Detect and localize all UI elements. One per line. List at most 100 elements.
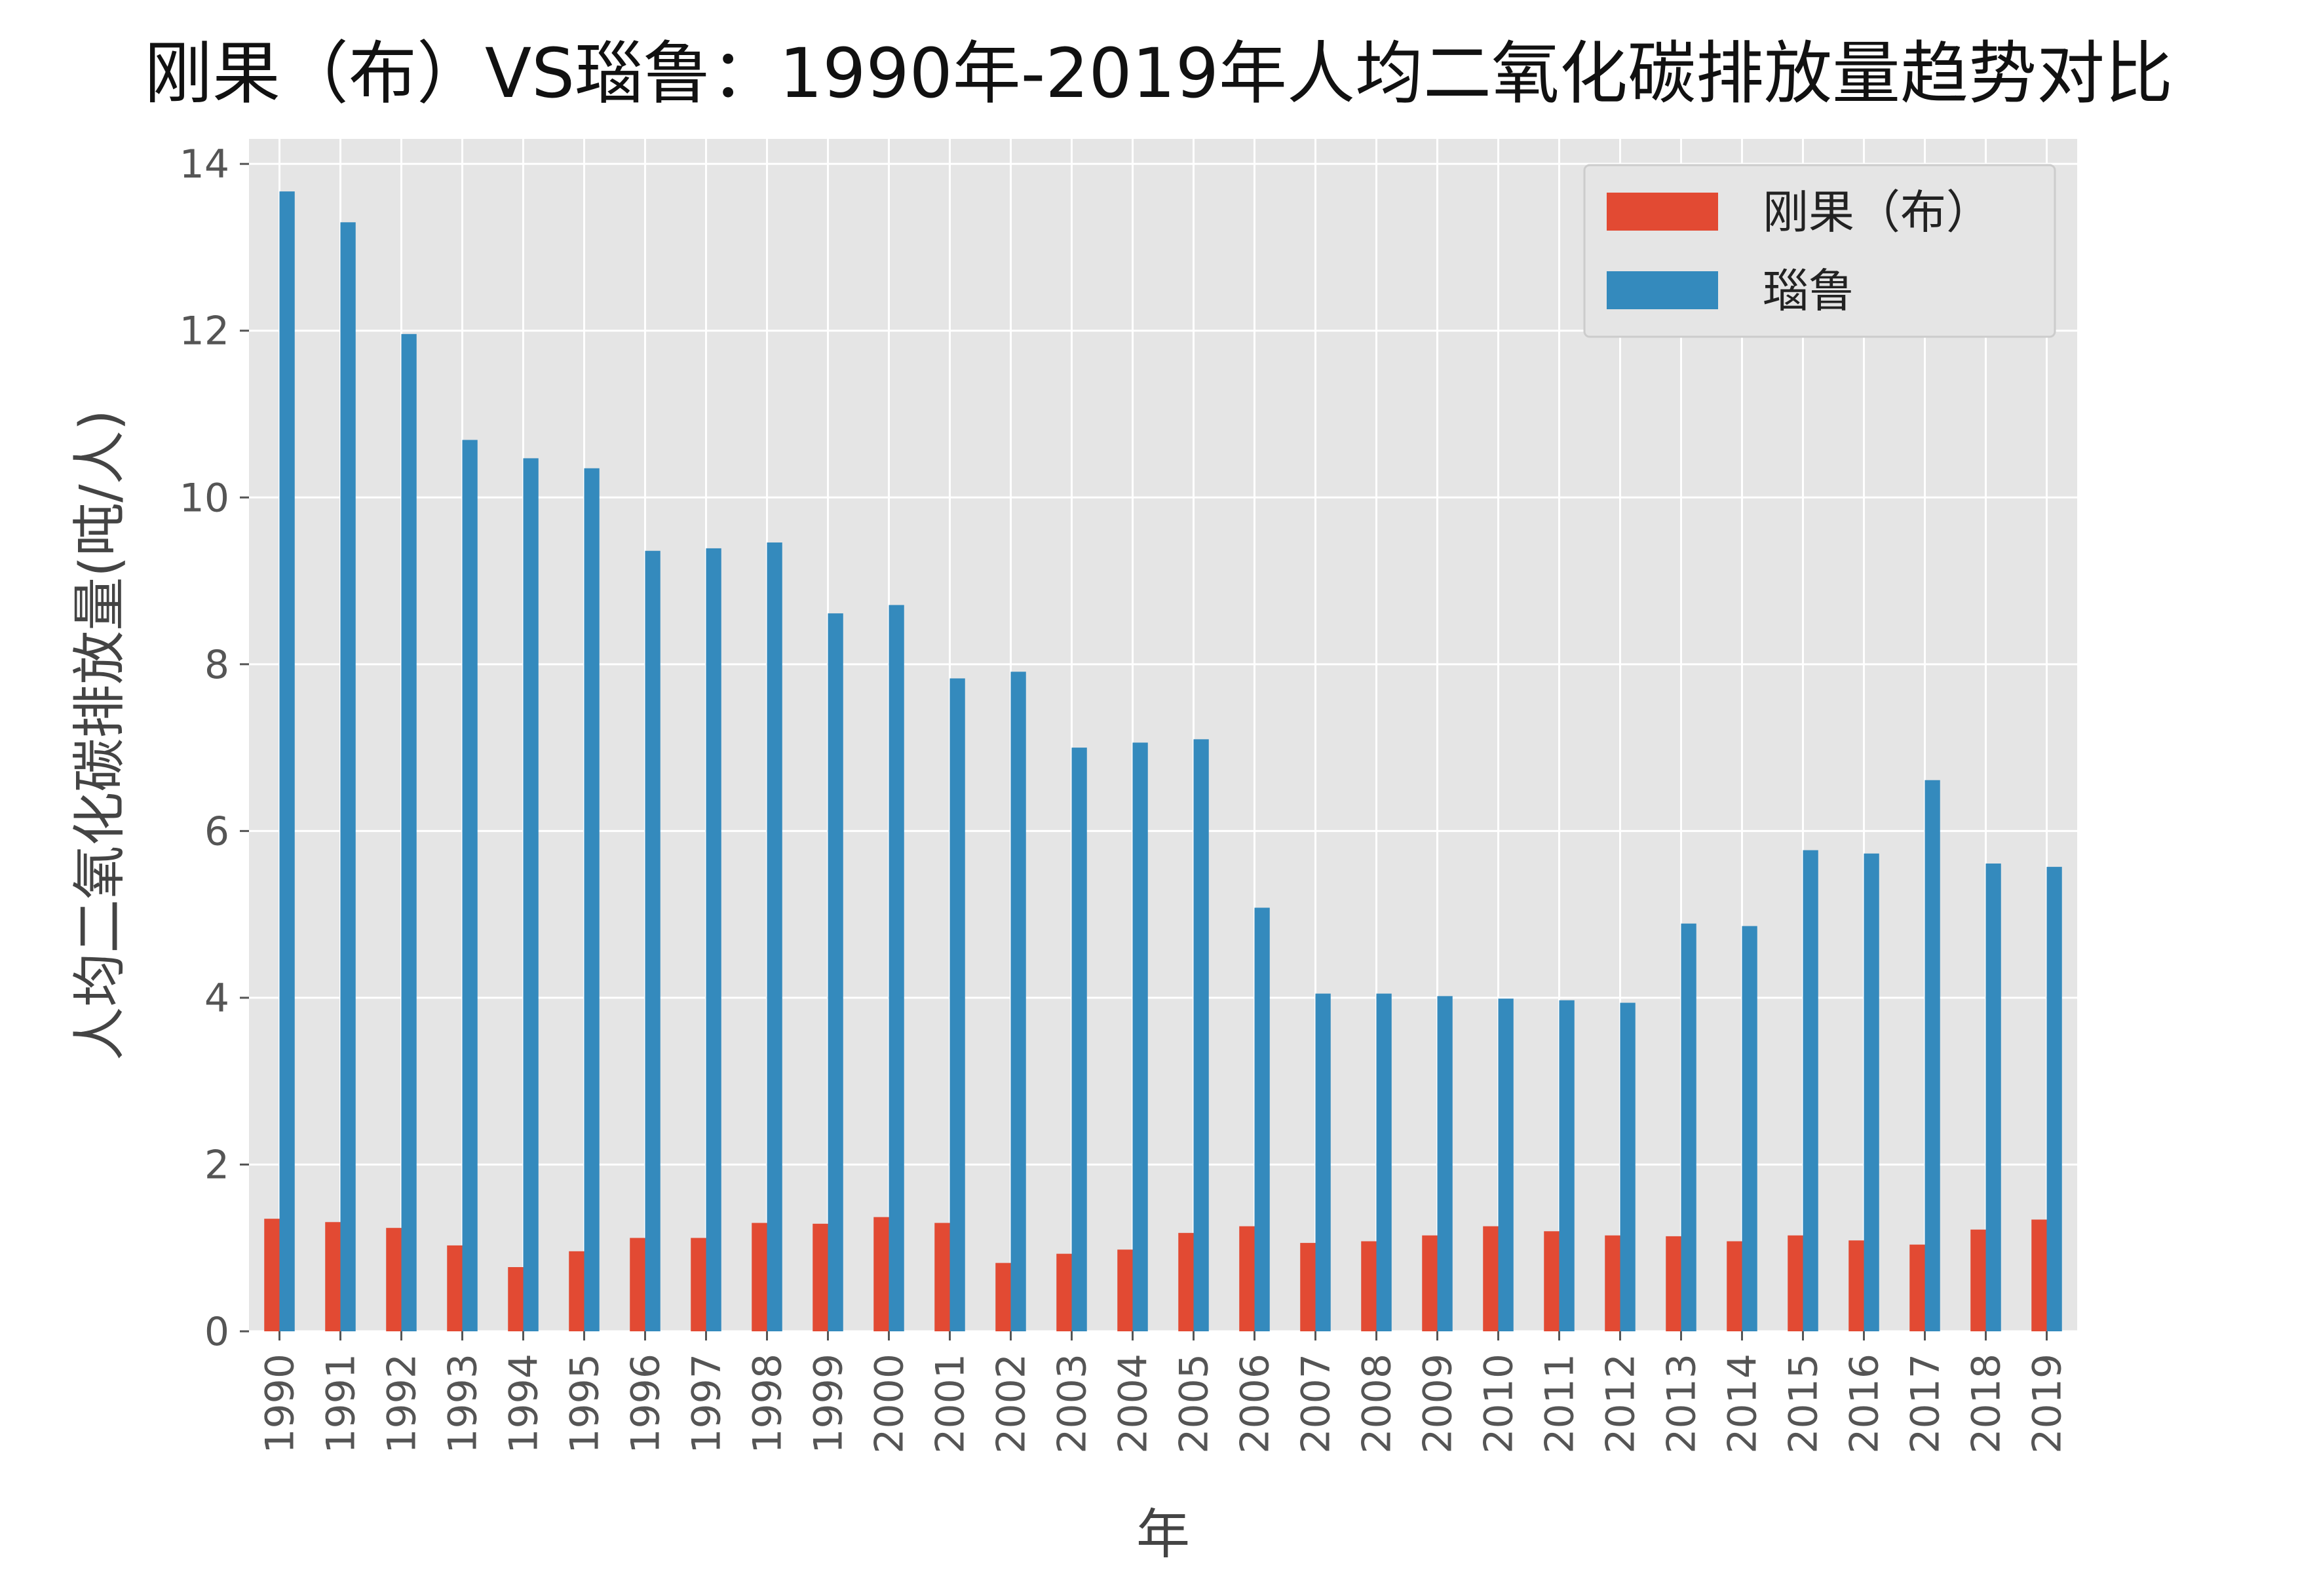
bar-congo-2017 [1909,1244,1925,1331]
x-tick-label: 1999 [806,1354,852,1454]
x-tick-label: 1992 [379,1354,425,1454]
bar-congo-2008 [1361,1241,1377,1331]
bar-congo-2005 [1178,1232,1194,1331]
y-axis: 0 2 4 6 8 10 12 14 [180,142,249,1355]
bar-nauru-1995 [584,468,600,1331]
bar-nauru-2012 [1620,1002,1636,1331]
bar-nauru-2011 [1559,1000,1575,1331]
bar-nauru-1997 [706,548,721,1331]
bar-nauru-1992 [401,333,417,1332]
bar-nauru-1996 [645,550,661,1331]
bar-nauru-1993 [462,440,478,1331]
bar-congo-1999 [813,1223,828,1331]
x-tick-label: 2009 [1415,1354,1461,1454]
y-tick-label: 2 [204,1142,229,1188]
legend-swatch-congo [1607,193,1718,231]
y-tick-label: 4 [204,976,229,1021]
bar-congo-2003 [1056,1253,1072,1331]
bar-congo-1997 [691,1238,706,1331]
bar-nauru-2000 [889,605,904,1331]
x-tick-label: 1991 [318,1354,364,1454]
x-tick-label: 1993 [440,1354,486,1454]
bar-congo-1998 [752,1223,767,1331]
bar-nauru-2003 [1071,748,1087,1331]
bar-nauru-1998 [767,542,782,1331]
bar-nauru-2007 [1315,993,1331,1331]
bar-nauru-2013 [1681,923,1696,1331]
bar-congo-1991 [325,1222,341,1331]
x-tick-label: 2013 [1659,1354,1705,1454]
x-tick-label: 2006 [1233,1354,1278,1454]
bar-congo-2012 [1605,1235,1620,1331]
x-tick-label: 2003 [1050,1354,1096,1454]
bar-congo-2010 [1483,1226,1499,1331]
x-tick-label: 2011 [1537,1354,1583,1454]
bar-nauru-2008 [1376,993,1392,1331]
y-tick-label: 10 [180,475,229,521]
x-tick-label: 2001 [928,1354,974,1454]
x-axis: 1990 1991 1992 1993 1994 1995 1996 1997 1998 1999… [258,1331,2071,1454]
x-axis-label: 年 [1136,1504,1190,1566]
bar-nauru-2015 [1803,850,1818,1331]
x-tick-label: 2015 [1781,1354,1827,1454]
x-tick-label: 1998 [745,1354,791,1454]
bar-nauru-2006 [1254,907,1270,1331]
x-tick-label: 2016 [1842,1354,1888,1454]
y-axis-label: 人均二氧化碳排放量(吨/人) [69,409,131,1061]
bar-congo-2013 [1666,1236,1681,1331]
bar-congo-2014 [1727,1241,1742,1331]
bar-congo-1990 [264,1219,280,1331]
x-tick-label: 2007 [1293,1354,1339,1454]
bar-nauru-2004 [1132,742,1148,1331]
bar-nauru-2017 [1924,780,1940,1331]
x-tick-label: 2014 [1720,1354,1766,1454]
bar-nauru-2018 [1985,864,2001,1331]
bar-congo-2011 [1544,1231,1560,1331]
y-tick-label: 14 [180,142,229,187]
x-tick-label: 2000 [867,1354,913,1454]
bar-congo-2006 [1239,1226,1255,1331]
bar-congo-2001 [934,1223,950,1331]
x-tick-label: 1997 [684,1354,730,1454]
legend: 刚果（布） 瑙鲁 [1583,164,2056,338]
x-tick-label: 2019 [2025,1354,2071,1454]
bars [264,191,2062,1332]
bar-congo-2004 [1117,1249,1133,1331]
x-tick-label: 2010 [1476,1354,1522,1454]
y-tick-label: 0 [204,1309,229,1355]
y-tick-label: 6 [204,808,229,854]
x-tick-label: 2008 [1354,1354,1400,1454]
bar-nauru-2016 [1864,853,1879,1331]
bar-nauru-1991 [340,222,356,1332]
x-tick-label: 2012 [1598,1354,1644,1454]
bar-congo-2002 [995,1263,1011,1331]
bar-nauru-2005 [1193,739,1209,1331]
bar-congo-1996 [630,1238,645,1331]
bar-nauru-1999 [828,613,843,1331]
bar-nauru-1990 [279,191,295,1331]
bar-nauru-2014 [1742,926,1757,1331]
x-tick-label: 1994 [501,1354,547,1454]
legend-label-congo: 刚果（布） [1763,185,1992,239]
bar-nauru-1994 [523,458,539,1331]
bar-nauru-2019 [2046,867,2062,1331]
x-tick-label: 1996 [623,1354,669,1454]
y-tick-label: 8 [204,642,229,688]
bar-congo-2009 [1422,1235,1438,1331]
bar-nauru-2009 [1437,996,1453,1331]
x-tick-label: 1990 [258,1354,303,1454]
x-tick-label: 2005 [1172,1354,1217,1454]
bar-nauru-2010 [1498,998,1514,1331]
bar-congo-2000 [873,1217,889,1331]
y-tick-label: 12 [180,309,229,354]
bar-congo-2016 [1848,1240,1864,1331]
legend-swatch-nauru [1607,271,1718,309]
x-tick-label: 2002 [989,1354,1035,1454]
x-tick-label: 1995 [562,1354,608,1454]
legend-label-nauru: 瑙鲁 [1763,264,1854,318]
x-tick-label: 2017 [1903,1354,1949,1454]
bar-congo-2018 [1970,1229,1986,1331]
bar-congo-2007 [1300,1243,1316,1331]
x-tick-label: 2004 [1111,1354,1157,1454]
